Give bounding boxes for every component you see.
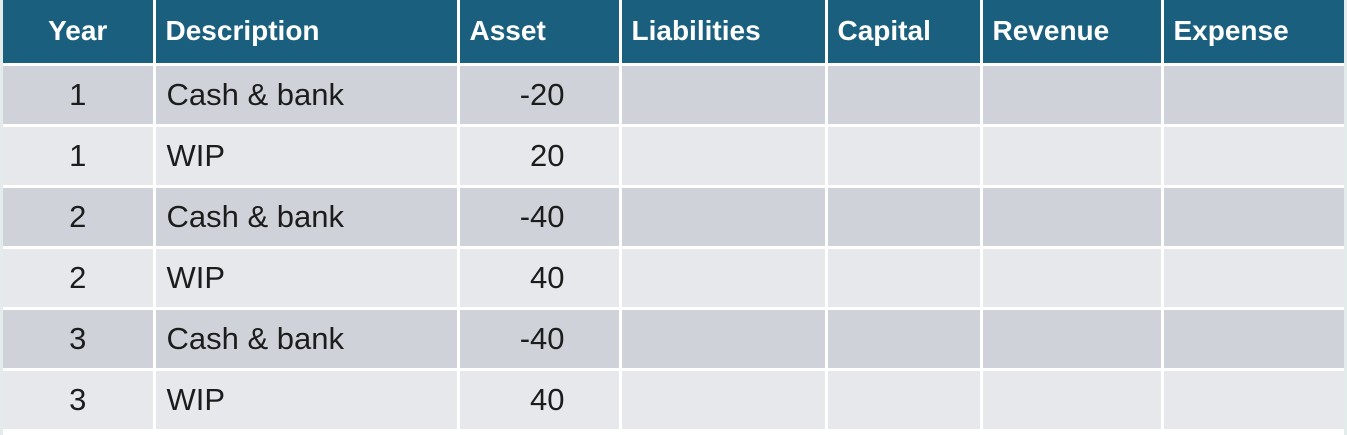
expense-cell bbox=[1162, 64, 1344, 127]
expense-cell bbox=[1162, 247, 1344, 310]
liabilities-cell bbox=[620, 186, 828, 249]
column-header-liabilities: Liabilities bbox=[620, 0, 828, 66]
column-header-description: Description bbox=[154, 0, 460, 66]
year-cell: 3 bbox=[3, 369, 156, 432]
asset-cell: -40 bbox=[458, 186, 622, 249]
revenue-cell bbox=[981, 64, 1164, 127]
capital-cell bbox=[826, 247, 983, 310]
journal-table: Year Description Asset Liabilities Capit… bbox=[3, 0, 1344, 432]
table-row: 2 WIP 40 bbox=[3, 247, 1344, 310]
asset-cell: 40 bbox=[458, 369, 622, 432]
year-cell: 1 bbox=[3, 64, 156, 127]
year-cell: 1 bbox=[3, 125, 156, 188]
asset-cell: -20 bbox=[458, 64, 622, 127]
description-cell: Cash & bank bbox=[154, 308, 460, 371]
expense-cell bbox=[1162, 186, 1344, 249]
expense-cell bbox=[1162, 308, 1344, 371]
table-header: Year Description Asset Liabilities Capit… bbox=[3, 0, 1344, 66]
column-header-capital: Capital bbox=[826, 0, 983, 66]
revenue-cell bbox=[981, 125, 1164, 188]
liabilities-cell bbox=[620, 369, 828, 432]
table-row: 3 Cash & bank -40 bbox=[3, 308, 1344, 371]
description-cell: WIP bbox=[154, 369, 460, 432]
year-cell: 2 bbox=[3, 186, 156, 249]
asset-cell: -40 bbox=[458, 308, 622, 371]
column-header-expense: Expense bbox=[1162, 0, 1344, 66]
expense-cell bbox=[1162, 125, 1344, 188]
column-header-year: Year bbox=[3, 0, 156, 66]
asset-cell: 40 bbox=[458, 247, 622, 310]
table-row: 1 WIP 20 bbox=[3, 125, 1344, 188]
asset-cell: 20 bbox=[458, 125, 622, 188]
table-row: 2 Cash & bank -40 bbox=[3, 186, 1344, 249]
header-row: Year Description Asset Liabilities Capit… bbox=[3, 0, 1344, 66]
expense-cell bbox=[1162, 369, 1344, 432]
description-cell: WIP bbox=[154, 247, 460, 310]
description-cell: Cash & bank bbox=[154, 186, 460, 249]
table-body: 1 Cash & bank -20 1 WIP 20 2 Cash & bank bbox=[3, 64, 1344, 432]
column-header-asset: Asset bbox=[458, 0, 622, 66]
revenue-cell bbox=[981, 369, 1164, 432]
capital-cell bbox=[826, 186, 983, 249]
description-cell: WIP bbox=[154, 125, 460, 188]
revenue-cell bbox=[981, 247, 1164, 310]
table-row: 3 WIP 40 bbox=[3, 369, 1344, 432]
revenue-cell bbox=[981, 186, 1164, 249]
capital-cell bbox=[826, 64, 983, 127]
liabilities-cell bbox=[620, 125, 828, 188]
liabilities-cell bbox=[620, 308, 828, 371]
year-cell: 3 bbox=[3, 308, 156, 371]
table-row: 1 Cash & bank -20 bbox=[3, 64, 1344, 127]
journal-table-frame: Year Description Asset Liabilities Capit… bbox=[3, 0, 1344, 435]
capital-cell bbox=[826, 308, 983, 371]
column-header-revenue: Revenue bbox=[981, 0, 1164, 66]
revenue-cell bbox=[981, 308, 1164, 371]
description-cell: Cash & bank bbox=[154, 64, 460, 127]
capital-cell bbox=[826, 125, 983, 188]
liabilities-cell bbox=[620, 64, 828, 127]
year-cell: 2 bbox=[3, 247, 156, 310]
capital-cell bbox=[826, 369, 983, 432]
liabilities-cell bbox=[620, 247, 828, 310]
